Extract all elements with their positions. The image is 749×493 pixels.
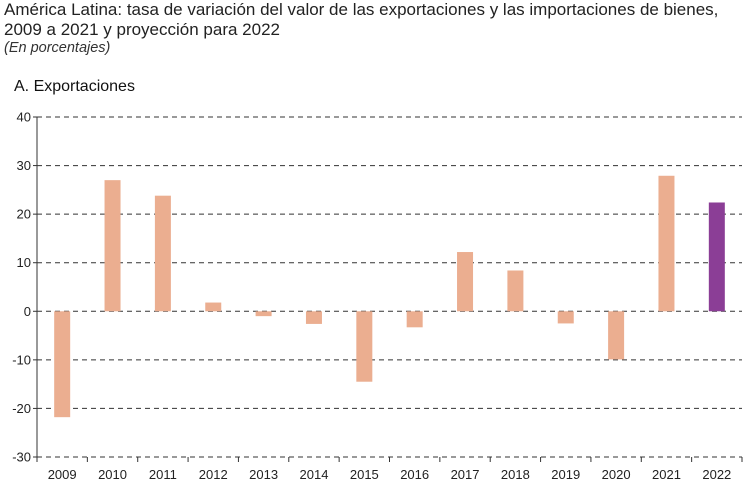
x-tick-label: 2018 [501,467,530,482]
x-tick-label: 2022 [702,467,731,482]
y-tick-label: 0 [24,304,31,319]
x-tick-label: 2012 [199,467,228,482]
y-tick-label: 30 [17,158,31,173]
y-tick-label: 20 [17,207,31,222]
x-tick-label: 2011 [149,467,177,482]
bar-2021 [658,175,675,312]
bar-2017 [457,252,474,312]
bar-2012 [205,302,222,312]
chart-title: América Latina: tasa de variación del va… [4,0,719,39]
y-tick-label: 10 [17,255,31,270]
x-tick-label: 2013 [249,467,278,482]
y-tick-label: 40 [17,110,31,125]
bar-2011 [154,195,171,312]
x-tick-label: 2019 [551,467,580,482]
x-tick-label: 2015 [350,467,379,482]
bar-2009 [54,311,71,418]
bar-2010 [104,180,121,312]
bar-2015 [356,311,373,382]
x-tick-label: 2016 [400,467,429,482]
bar-2020 [608,311,625,360]
chart-subtitle: (En porcentajes) [4,40,111,56]
y-tick-label: -20 [12,401,31,416]
x-tick-label: 2017 [451,467,480,482]
x-tick-label: 2020 [602,467,631,482]
x-tick-label: 2014 [300,467,329,482]
bar-2014 [305,311,322,324]
y-tick-label: -30 [12,450,31,465]
x-tick-label: 2009 [48,467,77,482]
bar-2019 [557,311,574,324]
bar-2018 [507,270,524,312]
x-tick-label: 2021 [652,467,681,482]
panel-title: A. Exportaciones [14,78,135,95]
bar-2022 [708,202,725,312]
x-tick-label: 2010 [98,467,127,482]
bar-2013 [255,311,272,317]
bar-2016 [406,311,423,328]
y-tick-label: -10 [12,352,31,367]
